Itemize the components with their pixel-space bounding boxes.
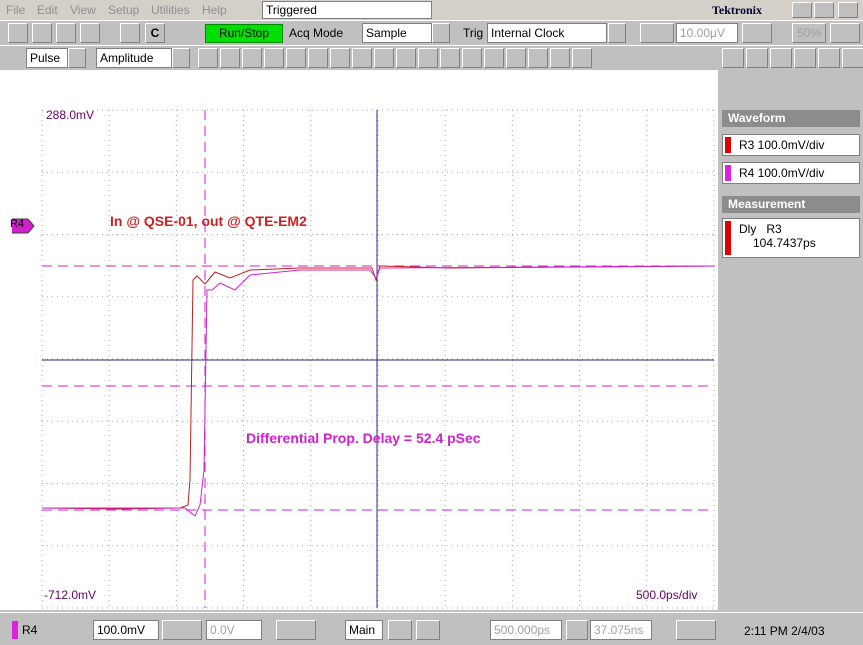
dropdown-arrow[interactable] (432, 23, 450, 43)
measurement-source: R3 (766, 222, 782, 236)
waveform-label: R3 100.0mV/div (739, 138, 825, 152)
waveform-r3 (41, 265, 716, 510)
annotation: In @ QSE-01, out @ QTE-EM2 (110, 213, 307, 229)
clock: 2:11 PM 2/4/03 (744, 624, 825, 638)
trig-percent[interactable]: 50% (792, 23, 826, 43)
brand: Tektronix (712, 3, 763, 17)
measure-icon[interactable] (396, 48, 416, 68)
position: 37.075ns (590, 620, 652, 640)
measure-icon[interactable] (330, 48, 350, 68)
top-level: 288.0mV (46, 108, 95, 122)
menu-item[interactable]: Help (202, 3, 227, 17)
tools-icon[interactable] (32, 23, 52, 43)
channel-color (12, 621, 18, 639)
panel-header: Waveform (722, 110, 860, 127)
panel-header: Measurement (722, 196, 860, 213)
measure-icon[interactable] (528, 48, 548, 68)
measurement-type: Dly (739, 222, 757, 236)
help-icon[interactable] (830, 23, 860, 43)
measurement-value: 104.7437ps (753, 236, 816, 250)
measure-icon[interactable] (440, 48, 460, 68)
view-icon[interactable] (722, 48, 744, 68)
menu-item[interactable]: Edit (37, 3, 58, 17)
view-icon[interactable] (794, 48, 816, 68)
measure-icon[interactable] (286, 48, 306, 68)
zoom-icon[interactable] (416, 620, 440, 640)
timebase-mode[interactable]: Main (345, 620, 383, 640)
measure-icon[interactable] (198, 48, 218, 68)
scale[interactable]: 100.0mV (93, 620, 159, 640)
timebase: 500.0ps/div (636, 588, 698, 602)
horizontal-scale: 500.000ps (490, 620, 562, 640)
math-icon[interactable] (56, 23, 76, 43)
c-button[interactable]: C (145, 23, 165, 43)
measure-icon[interactable] (572, 48, 592, 68)
annotation: Differential Prop. Delay = 52.4 pSec (246, 430, 481, 446)
acq-mode-label: Acq Mode (289, 26, 344, 40)
channel[interactable]: R4 (22, 623, 38, 637)
display: 288.0mV -712.0mV 500.0ps/div R4 In @ QSE… (0, 70, 718, 610)
menu-item[interactable]: View (70, 3, 96, 17)
measurement-select[interactable]: Amplitude (96, 48, 172, 68)
measure-icon[interactable] (352, 48, 372, 68)
print-icon[interactable] (8, 23, 28, 43)
measure-icon[interactable] (550, 48, 570, 68)
waveform-entry[interactable]: R4 100.0mV/div (722, 162, 860, 184)
status-field: Triggered (262, 1, 432, 19)
trig-source-select[interactable]: Internal Clock (487, 23, 607, 43)
view-icon[interactable] (842, 48, 863, 68)
view-icon[interactable] (770, 48, 792, 68)
menu-item[interactable]: Setup (108, 3, 140, 17)
measure-icon[interactable] (264, 48, 284, 68)
close[interactable] (838, 2, 858, 18)
measure-icon[interactable] (418, 48, 438, 68)
maximize[interactable] (814, 2, 834, 18)
ref-icon[interactable] (80, 23, 100, 43)
marker-label: R4 (10, 218, 25, 230)
measure-icon[interactable] (242, 48, 262, 68)
menu-item[interactable]: Utilities (151, 3, 190, 17)
measurement-entry[interactable]: Dly R3 104.7437ps (722, 218, 860, 258)
measure-toolbar: Pulse Amplitude (0, 45, 863, 69)
waveform-label: R4 100.0mV/div (739, 166, 825, 180)
view-icon[interactable] (746, 48, 768, 68)
spin-icon[interactable] (276, 620, 316, 640)
toolbar: C Run/Stop Acq Mode Sample Trig Internal… (0, 20, 863, 44)
measure-icon[interactable] (506, 48, 526, 68)
measure-icon[interactable] (308, 48, 328, 68)
marker-arrow (12, 218, 35, 234)
view-icon[interactable] (818, 48, 840, 68)
trig-label: Trig (463, 26, 484, 40)
waveform-entry[interactable]: R3 100.0mV/div (722, 134, 860, 156)
measure-icon[interactable] (462, 48, 482, 68)
category-select[interactable]: Pulse (26, 48, 68, 68)
zoom-icon[interactable] (388, 620, 412, 640)
trig-level: 10.00µV (676, 23, 738, 43)
spin-icon[interactable] (162, 620, 202, 640)
measure-icon[interactable] (220, 48, 240, 68)
menu-item[interactable]: File (6, 3, 26, 17)
measure-icon[interactable] (484, 48, 504, 68)
spin-icon[interactable] (676, 620, 716, 640)
side-panel: Waveform R3 100.0mV/div R4 100.0mV/div M… (720, 70, 863, 610)
minimize[interactable] (792, 2, 812, 18)
spin-icon[interactable] (566, 620, 588, 640)
slope-icon[interactable] (640, 23, 674, 43)
waveform-r4 (42, 265, 716, 517)
run-stop-button[interactable]: Run/Stop (205, 24, 283, 43)
scope-icon[interactable] (120, 23, 140, 43)
bottom-level: -712.0mV (44, 588, 97, 602)
status-bar: R4 100.0mV 0.0V Main 500.000ps 37.075ns … (0, 612, 863, 645)
measure-icon[interactable] (374, 48, 394, 68)
dropdown-arrow[interactable] (68, 48, 86, 68)
offset: 0.0V (206, 620, 262, 640)
dropdown-arrow[interactable] (172, 48, 190, 68)
graticule (12, 109, 716, 609)
acq-mode-select[interactable]: Sample (362, 23, 432, 43)
dropdown-arrow[interactable] (608, 23, 626, 43)
spin-icon[interactable] (742, 23, 772, 43)
